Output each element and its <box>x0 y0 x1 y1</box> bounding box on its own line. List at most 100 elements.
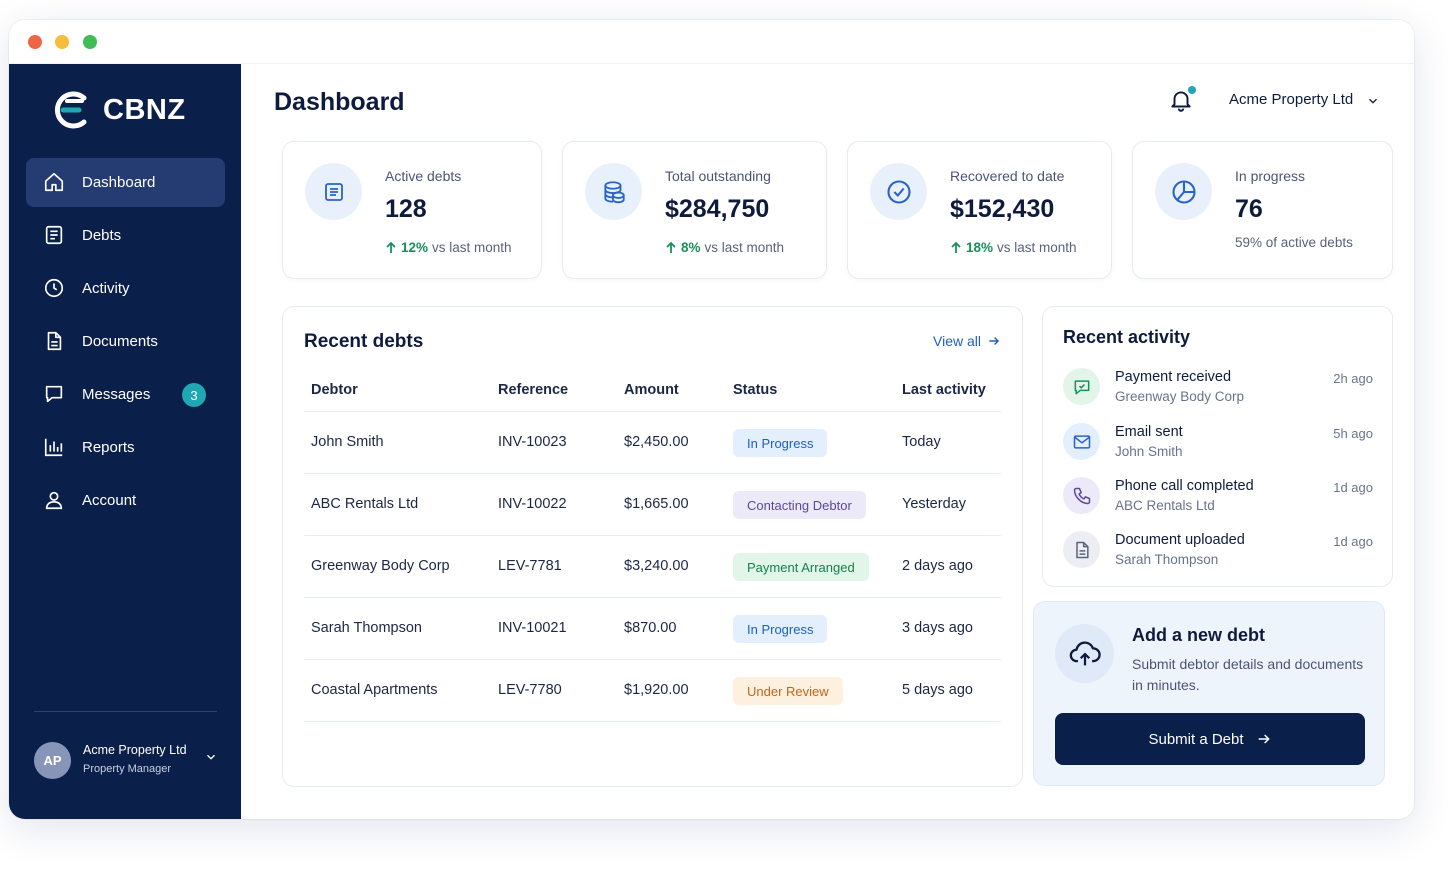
submit-debt-button[interactable]: Submit a Debt <box>1055 713 1365 765</box>
cta-description: Submit debtor details and documents in m… <box>1132 656 1364 693</box>
close-window-button[interactable] <box>28 35 42 49</box>
view-all-link[interactable]: View all <box>933 333 1001 349</box>
panel-title: Recent debts <box>304 331 424 352</box>
cell-reference: LEV-7781 <box>498 558 562 574</box>
notification-dot <box>1188 86 1196 94</box>
sidebar-item-reports[interactable]: Reports <box>26 423 225 472</box>
cell-amount: $870.00 <box>624 620 677 636</box>
table-row[interactable]: Sarah Thompson INV-10021 $870.00 In Prog… <box>304 598 1001 660</box>
maximize-window-button[interactable] <box>83 35 97 49</box>
status-badge: Under Review <box>733 677 843 705</box>
column-header-reference[interactable]: Reference <box>498 382 569 398</box>
document-icon <box>324 182 343 201</box>
stat-icon-wrap <box>1155 163 1212 220</box>
mail-icon <box>1073 434 1090 449</box>
stat-trend: 59% of active debts <box>1235 235 1353 250</box>
activity-title: Document uploaded <box>1115 532 1245 548</box>
activity-subtitle: Sarah Thompson <box>1115 552 1219 567</box>
cell-amount: $3,240.00 <box>624 558 689 574</box>
sidebar-item-label: Activity <box>82 280 130 297</box>
column-header-last-activity[interactable]: Last activity <box>902 382 986 398</box>
document-list-icon <box>45 225 63 245</box>
activity-subtitle: Greenway Body Corp <box>1115 389 1245 404</box>
message-check-icon <box>1074 379 1089 394</box>
app-window: CBNZ Dashboard Debts Activity Documents … <box>9 20 1414 819</box>
user-icon <box>45 491 63 510</box>
sidebar-item-dashboard[interactable]: Dashboard <box>26 158 225 207</box>
cell-debtor: Greenway Body Corp <box>311 558 450 574</box>
sidebar-item-account[interactable]: Account <box>26 476 225 525</box>
stat-trend-note: 59% of active debts <box>1235 235 1353 250</box>
chevron-down-icon[interactable] <box>204 750 218 764</box>
table-row[interactable]: ABC Rentals Ltd INV-10022 $1,665.00 Cont… <box>304 474 1001 536</box>
brand-logo[interactable]: CBNZ <box>51 90 186 130</box>
cta-title: Add a new debt <box>1132 625 1266 645</box>
clock-icon <box>44 278 64 298</box>
bar-chart-icon <box>44 438 63 457</box>
stat-card-active-debts[interactable]: Active debts 128 12% vs last month <box>282 141 542 279</box>
cell-amount: $1,920.00 <box>624 682 689 698</box>
activity-time: 1d ago <box>1333 534 1373 549</box>
cell-debtor: Coastal Apartments <box>311 682 438 698</box>
activity-icon-wrap <box>1063 531 1100 568</box>
arrow-right-icon <box>989 337 1000 345</box>
activity-item[interactable]: Email sent John Smith 5h ago <box>1063 423 1373 471</box>
table-row[interactable]: Greenway Body Corp LEV-7781 $3,240.00 Pa… <box>304 536 1001 598</box>
arrow-up-icon <box>951 241 961 253</box>
cell-debtor: John Smith <box>311 434 384 450</box>
submit-debt-label: Submit a Debt <box>1148 730 1244 748</box>
stat-value: $152,430 <box>950 195 1055 223</box>
stat-card-recovered[interactable]: Recovered to date $152,430 18% vs last m… <box>847 141 1112 279</box>
table-row[interactable]: Coastal Apartments LEV-7780 $1,920.00 Un… <box>304 660 1001 722</box>
page-title: Dashboard <box>274 88 405 116</box>
org-selector[interactable]: Acme Property Ltd <box>1229 91 1354 108</box>
user-role: Property Manager <box>83 763 172 775</box>
cta-icon-wrap <box>1055 624 1114 683</box>
column-header-debtor[interactable]: Debtor <box>311 382 358 398</box>
activity-subtitle: ABC Rentals Ltd <box>1115 498 1215 513</box>
stat-value: 76 <box>1235 195 1263 223</box>
user-menu[interactable]: AP Acme Property Ltd Property Manager <box>34 742 224 782</box>
recent-activity-panel: Recent activity Payment received Greenwa… <box>1042 306 1393 587</box>
panel-title: Recent activity <box>1063 327 1191 347</box>
phone-icon <box>1073 487 1090 504</box>
stat-trend: 18% vs last month <box>950 240 1077 255</box>
home-icon <box>44 172 64 192</box>
stat-icon-wrap <box>585 163 642 220</box>
stat-value: $284,750 <box>665 195 770 223</box>
activity-item[interactable]: Phone call completed ABC Rentals Ltd 1d … <box>1063 477 1373 525</box>
minimize-window-button[interactable] <box>55 35 69 49</box>
activity-time: 2h ago <box>1333 371 1373 386</box>
bell-icon[interactable] <box>1168 87 1194 113</box>
sidebar-item-documents[interactable]: Documents <box>26 317 225 366</box>
stat-trend: 12% vs last month <box>385 240 512 255</box>
stat-card-in-progress[interactable]: In progress 76 59% of active debts <box>1132 141 1393 279</box>
stat-label: In progress <box>1235 168 1306 184</box>
sidebar-item-activity[interactable]: Activity <box>26 264 225 313</box>
activity-title: Phone call completed <box>1115 478 1254 494</box>
activity-item[interactable]: Document uploaded Sarah Thompson 1d ago <box>1063 531 1373 579</box>
column-header-amount[interactable]: Amount <box>624 382 679 398</box>
sidebar-item-label: Debts <box>82 227 122 244</box>
stat-trend-percent: 8% <box>681 240 701 255</box>
sidebar: CBNZ Dashboard Debts Activity Documents … <box>9 64 241 819</box>
stat-trend-percent: 12% <box>401 240 429 255</box>
stat-card-total-outstanding[interactable]: Total outstanding $284,750 8% vs last mo… <box>562 141 827 279</box>
sidebar-item-debts[interactable]: Debts <box>26 211 225 260</box>
table-row[interactable]: John Smith INV-10023 $2,450.00 In Progre… <box>304 412 1001 474</box>
view-all-label: View all <box>933 333 981 349</box>
cell-last-activity: 5 days ago <box>902 682 973 698</box>
sidebar-item-messages[interactable]: Messages 3 <box>26 370 225 419</box>
column-header-status[interactable]: Status <box>733 382 778 398</box>
chevron-down-icon[interactable] <box>1366 94 1380 108</box>
add-debt-panel: Add a new debt Submit debtor details and… <box>1033 601 1385 786</box>
stat-value: 128 <box>385 195 427 223</box>
file-icon <box>47 331 62 351</box>
stat-label: Active debts <box>385 168 462 184</box>
cell-amount: $1,665.00 <box>624 496 689 512</box>
stat-label: Total outstanding <box>665 168 771 184</box>
sidebar-nav: Dashboard Debts Activity Documents Messa… <box>26 158 225 529</box>
check-circle-icon <box>886 179 911 204</box>
cell-reference: LEV-7780 <box>498 682 562 698</box>
activity-item[interactable]: Payment received Greenway Body Corp 2h a… <box>1063 368 1373 416</box>
